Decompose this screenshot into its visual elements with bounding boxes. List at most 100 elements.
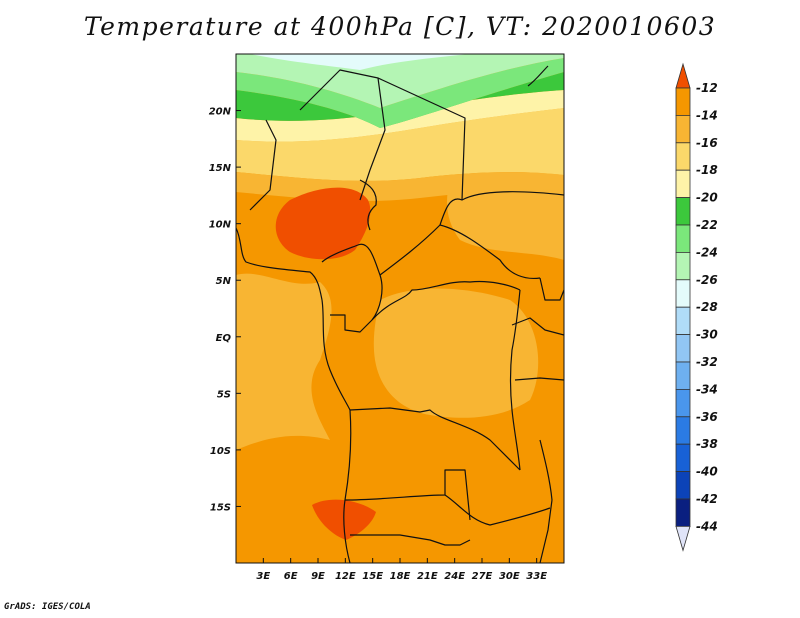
colorbar-segment	[675, 87, 691, 116]
lat-tick: 5S	[217, 389, 241, 400]
border-uganda	[539, 277, 564, 301]
lon-tick-label: 24E	[444, 571, 465, 582]
lon-tick-label: 21E	[417, 571, 438, 582]
border-congo	[371, 280, 521, 321]
lon-tick: 30E	[499, 558, 520, 582]
colorbar-segment	[675, 334, 691, 363]
colorbar-segment	[675, 197, 691, 226]
colorbar-label: -14	[696, 108, 718, 122]
lon-tick: 9E	[311, 558, 325, 582]
colorbar-segment	[675, 498, 691, 527]
border-sudan	[439, 191, 564, 226]
lon-tick: 15E	[362, 558, 383, 582]
red-sea-coast	[527, 65, 549, 87]
colorbar-segment	[675, 361, 691, 390]
lon-tick-label: 18E	[390, 571, 411, 582]
lat-tick-label: 15N	[209, 163, 232, 174]
lat-tick-label: 5N	[216, 276, 232, 287]
field-band-28-30	[250, 54, 470, 70]
lon-tick-label: 12E	[335, 571, 356, 582]
colorbar-segment	[675, 115, 691, 144]
colorbar-segment	[675, 279, 691, 308]
border-drc-east	[509, 289, 521, 471]
lon-tick-label: 6E	[284, 571, 298, 582]
colorbar-label: -12	[696, 81, 718, 95]
longitude-ticks: 3E 6E 9E 12E 15E 18E 21E 24E 27E 30E 33E	[256, 558, 547, 582]
temperature-field	[236, 54, 564, 563]
lon-tick: 24E	[444, 558, 465, 582]
credit-text: GrADS: IGES/COLA	[4, 602, 91, 612]
lat-tick-label: 15S	[210, 502, 231, 513]
lon-tick: 6E	[284, 558, 298, 582]
lon-tick: 21E	[417, 558, 438, 582]
lon-tick-label: 33E	[526, 571, 547, 582]
chart-title: Temperature at 400hPa [C], VT: 202001060…	[83, 12, 717, 41]
border-tanzania	[539, 439, 553, 501]
colorbar-label: -26	[696, 273, 718, 287]
colorbar-segment	[675, 443, 691, 473]
colorbar-label: -42	[696, 492, 718, 506]
border-east-2	[514, 377, 564, 381]
colorbar-segment	[675, 306, 691, 336]
colorbar-label: -34	[696, 382, 718, 396]
border-north-3	[249, 119, 277, 211]
colorbar-label: -28	[696, 300, 718, 314]
colorbar-label: -20	[696, 191, 718, 205]
lon-tick-label: 27E	[472, 571, 493, 582]
colorbar-label: -38	[696, 437, 718, 451]
colorbar-label: -22	[696, 218, 718, 232]
lat-tick: EQ	[216, 333, 241, 344]
lon-tick: 3E	[256, 558, 270, 582]
border-north-1	[299, 69, 386, 201]
colorbar-label: -16	[696, 136, 718, 150]
colorbar-label: -18	[696, 163, 718, 177]
border-angola	[344, 469, 471, 521]
lat-tick: 15S	[210, 502, 241, 513]
lat-tick: 5N	[216, 276, 241, 287]
field-band-26-28	[236, 54, 564, 108]
field-region-16-18-central	[373, 288, 539, 418]
lat-tick: 20N	[209, 107, 241, 118]
coastline-west-africa	[236, 227, 323, 301]
border-car	[379, 224, 541, 280]
lon-tick-label: 9E	[311, 571, 325, 582]
colorbar-bottom-arrow	[675, 526, 691, 552]
lat-tick-label: EQ	[216, 333, 232, 344]
border-mozambique	[539, 499, 553, 563]
lat-tick-label: 10N	[209, 220, 232, 231]
lon-tick: 33E	[526, 558, 547, 582]
colorbar-label: -30	[696, 328, 718, 342]
field-band-22-24	[236, 72, 564, 128]
colorbar-segment	[675, 251, 691, 281]
lat-tick-label: 10S	[210, 446, 231, 457]
colorbar-top-arrow	[675, 62, 691, 89]
colorbar-label: -40	[696, 465, 718, 479]
border-lake-chad	[359, 179, 377, 231]
lon-tick-label: 30E	[499, 571, 520, 582]
lon-tick-label: 15E	[362, 571, 383, 582]
colorbar-segment	[675, 416, 691, 445]
colorbar-segment	[675, 169, 691, 198]
lat-tick: 10S	[210, 446, 241, 457]
colorbar-segment	[675, 471, 691, 500]
field-warm-core-nigeria	[275, 187, 371, 260]
border-namibia	[350, 534, 471, 546]
latitude-ticks: 20N 15N 10N 5N EQ 5S 10S 15S	[209, 107, 241, 513]
colorbar-segment	[675, 388, 691, 418]
border-cameroon	[321, 243, 383, 321]
colorbar-label: -44	[696, 519, 718, 533]
country-borders	[236, 65, 564, 563]
colorbar-segment	[675, 224, 691, 253]
field-band-18-20	[236, 108, 564, 181]
border-drc-south	[349, 407, 521, 471]
lon-tick: 27E	[472, 558, 493, 582]
lon-tick: 12E	[335, 558, 356, 582]
border-zambia	[444, 494, 551, 526]
border-east-lakes	[511, 317, 564, 336]
lat-tick-label: 5S	[217, 389, 231, 400]
lat-tick: 15N	[209, 163, 241, 174]
lat-tick-label: 20N	[209, 107, 232, 118]
colorbar-label: -32	[696, 355, 718, 369]
colorbar-label: -24	[696, 245, 718, 259]
